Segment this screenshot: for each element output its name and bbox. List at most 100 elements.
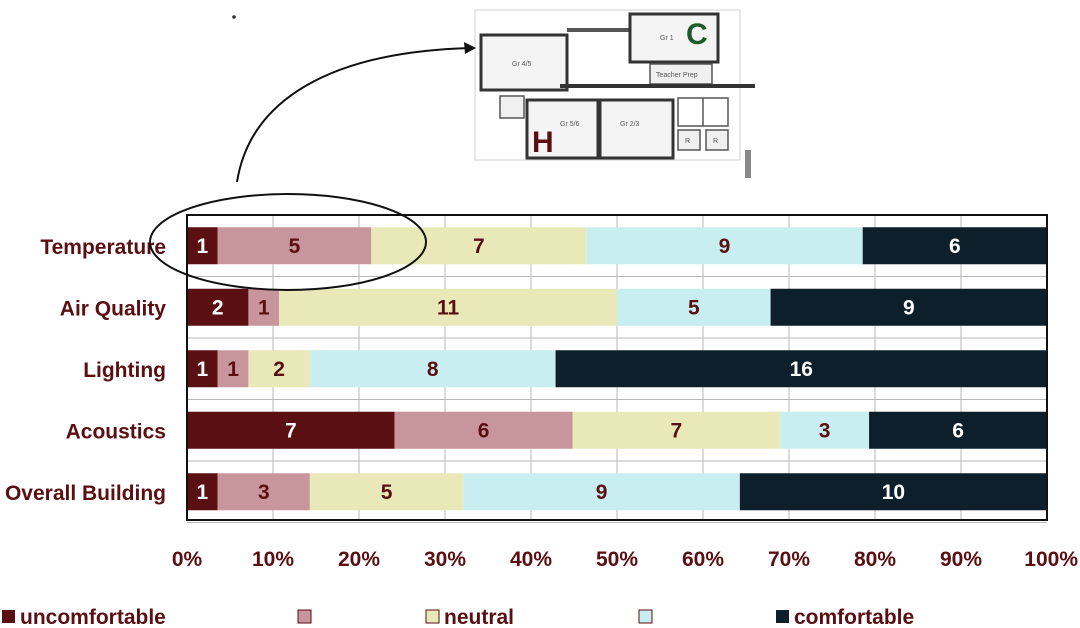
x-tick-label: 70% [768, 548, 810, 571]
bar-air-quality-series-5-value-label: 9 [903, 296, 915, 319]
bar-overall-building-series-1-value-label: 1 [197, 481, 209, 504]
bar-acoustics-series-1-value-label: 7 [285, 419, 297, 442]
category-label-temperature: Temperature [40, 236, 166, 259]
bar-air-quality-series-1-value-label: 2 [212, 296, 224, 319]
callout-arrowhead [464, 42, 476, 54]
bar-acoustics-series-5 [869, 411, 1047, 449]
restroom-1-label: R [685, 138, 690, 145]
bar-acoustics-series-1 [187, 411, 395, 449]
bar-temperature-series-1-value-label: 1 [197, 235, 209, 258]
restroom-2-label: R [713, 138, 718, 145]
restroom-1 [677, 129, 701, 151]
room-gr23-label: Gr 2/3 [620, 121, 640, 128]
legend-label-comfortable: comfortable [794, 606, 914, 628]
bar-lighting-series-4 [309, 350, 556, 388]
bar-acoustics-series-3 [572, 411, 781, 449]
bar-acoustics-series-3-value-label: 7 [670, 419, 682, 442]
bar-lighting-series-4-value-label: 8 [427, 358, 439, 381]
room-gr56 [525, 98, 600, 160]
bar-air-quality-series-4 [617, 288, 771, 326]
bar-acoustics-series-4 [780, 411, 870, 449]
bar-overall-building-series-2 [217, 473, 310, 511]
bar-overall-building-series-2-value-label: 3 [258, 481, 270, 504]
bar-temperature-series-1 [187, 227, 218, 265]
bar-temperature-series-4-value-label: 9 [719, 235, 731, 258]
bar-lighting-series-2 [217, 350, 249, 388]
bar-lighting-series-1 [187, 350, 218, 388]
bar-lighting-series-5-value-label: 16 [790, 358, 813, 381]
x-tick-label: 20% [338, 548, 380, 571]
bar-acoustics-series-4-value-label: 3 [819, 419, 831, 442]
bar-temperature-series-4 [586, 227, 863, 265]
bar-overall-building-series-5-value-label: 10 [882, 481, 905, 504]
bar-air-quality-series-3-value-label: 11 [437, 296, 460, 319]
marker-c: C [686, 18, 708, 51]
bar-air-quality-series-4-value-label: 5 [688, 296, 700, 319]
x-tick-label: 0% [172, 548, 203, 571]
category-label-overall-building: Overall Building [5, 482, 166, 505]
legend: uncomfortable neutral comfortable [2, 606, 914, 628]
room-teacher-prep-label: Teacher Prep [656, 72, 698, 79]
corridor-mid [560, 84, 755, 88]
x-tick-label: 50% [596, 548, 638, 571]
x-tick-label: 100% [1024, 548, 1078, 571]
room-gr45-label: Gr 4/5 [512, 61, 532, 68]
callout-ellipse [149, 193, 427, 291]
corridor-top [567, 28, 630, 32]
bar-temperature-series-5-value-label: 6 [949, 235, 961, 258]
legend-swatch-series-4 [638, 609, 653, 624]
category-labels: Temperature Air Quality Lighting Acoustics O… [5, 236, 166, 505]
room-gr1 [628, 12, 720, 64]
stair [745, 150, 751, 178]
x-tick-label: 10% [252, 548, 294, 571]
floor-plan-illustration: Gr 4/5 Gr 1 C Teacher Prep Gr 5/6 H Gr 2… [232, 9, 755, 178]
x-tick-label: 80% [854, 548, 896, 571]
x-tick-label: 60% [682, 548, 724, 571]
bars: 1 5 7 9 62 1 11 5 91 1 2 8 167 6 7 3 61 3 5 9 10 [187, 227, 1047, 511]
bar-air-quality-series-3 [279, 288, 617, 326]
bar-overall-building-series-1 [187, 473, 218, 511]
plot-area: 1 5 7 9 62 1 11 5 91 1 2 8 167 6 7 3 61 3 5 9 10 Temperature… [5, 214, 1078, 571]
bar-air-quality-series-5 [770, 288, 1047, 326]
room-gr45 [479, 33, 569, 92]
bar-overall-building-series-4-value-label: 9 [596, 481, 608, 504]
bar-overall-building-series-4 [463, 473, 740, 511]
x-tick-label: 90% [940, 548, 982, 571]
x-tick-labels: 0% 10% 20% 30% 40% 50% 60% 70% 80% 90% 100% [172, 548, 1078, 571]
x-tick-label: 40% [510, 548, 552, 571]
plot-border [186, 214, 1048, 521]
room-gr1-label: Gr 1 [660, 35, 674, 42]
bar-lighting-series-1-value-label: 1 [197, 358, 209, 381]
category-label-air-quality: Air Quality [60, 297, 167, 320]
category-label-acoustics: Acoustics [66, 420, 166, 443]
speck [232, 15, 236, 19]
bar-lighting-series-5 [555, 350, 1047, 388]
bar-acoustics-series-2-value-label: 6 [478, 419, 490, 442]
bar-temperature-series-2 [217, 227, 372, 265]
bar-acoustics-series-2 [394, 411, 573, 449]
room-gr23 [598, 98, 675, 160]
room-gr56-label: Gr 5/6 [560, 121, 580, 128]
bar-overall-building-series-3 [309, 473, 464, 511]
bar-air-quality-series-2 [248, 288, 280, 326]
bar-lighting-series-2-value-label: 1 [227, 358, 239, 381]
legend-label-neutral: neutral [444, 606, 514, 628]
marker-h: H [532, 126, 554, 159]
bar-lighting-series-3 [248, 350, 310, 388]
bar-temperature-series-2-value-label: 5 [289, 235, 301, 258]
bar-temperature-series-5 [862, 227, 1047, 265]
bar-acoustics-series-5-value-label: 6 [952, 419, 964, 442]
bar-air-quality-series-2-value-label: 1 [258, 296, 270, 319]
category-label-lighting: Lighting [83, 359, 166, 382]
legend-label-uncomfortable: uncomfortable [20, 606, 166, 628]
bar-overall-building-series-5 [739, 473, 1047, 511]
legend-swatch-series-1 [2, 610, 15, 623]
callout-arrow-line [236, 47, 471, 183]
bar-overall-building-series-3-value-label: 5 [381, 481, 393, 504]
bar-temperature-series-3-value-label: 7 [473, 235, 485, 258]
bar-lighting-series-3-value-label: 2 [273, 358, 285, 381]
x-tick-label: 30% [424, 548, 466, 571]
legend-swatch-series-2 [297, 609, 312, 624]
